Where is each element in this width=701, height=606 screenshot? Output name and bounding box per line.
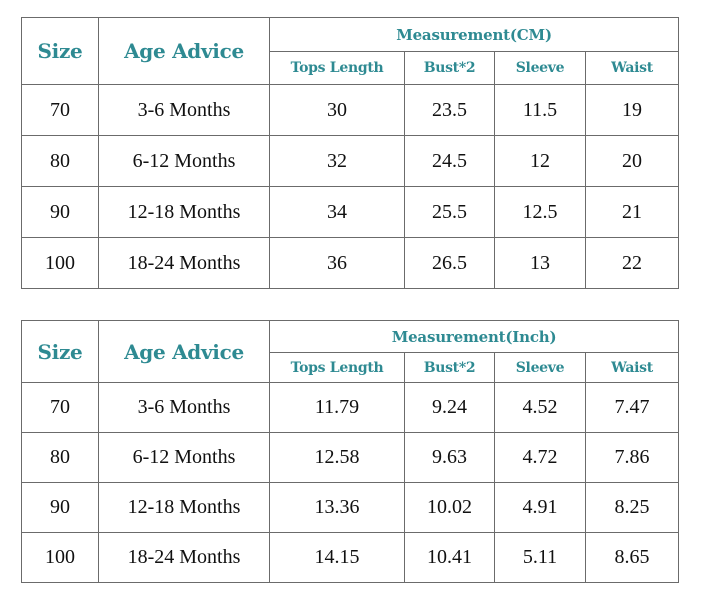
age-cell: 12-18 Months xyxy=(98,482,270,533)
age-cell: 3-6 Months xyxy=(98,84,270,136)
table-row: 90 12-18 Months 13.36 10.02 4.91 8.25 xyxy=(21,482,680,533)
age-cell: 6-12 Months xyxy=(98,432,270,483)
sleeve-cell: 12 xyxy=(494,135,586,187)
waist-cell: 7.86 xyxy=(584,432,680,483)
subheader-row: Tops Length Bust*2 Sleeve Waist xyxy=(22,352,680,383)
sleeve-cell: 4.91 xyxy=(494,482,586,533)
tops-length-cell: 11.79 xyxy=(269,382,405,433)
size-header: Size xyxy=(21,320,99,383)
age-cell: 6-12 Months xyxy=(98,135,270,187)
table-row: 80 6-12 Months 32 24.5 12 20 xyxy=(21,135,680,187)
size-cell: 100 xyxy=(21,237,99,289)
sleeve-cell: 4.72 xyxy=(494,432,586,483)
tops-length-cell: 14.15 xyxy=(269,532,405,583)
waist-cell: 19 xyxy=(584,84,680,136)
waist-cell: 20 xyxy=(584,135,680,187)
sleeve-cell: 12.5 xyxy=(494,186,586,238)
sleeve-cell: 4.52 xyxy=(494,382,586,433)
sleeve-cell: 13 xyxy=(494,237,586,289)
size-cell: 90 xyxy=(21,482,99,533)
waist-cell: 8.65 xyxy=(584,532,680,583)
size-chart-inch: Size Age Advice Measurement(Inch) Tops L… xyxy=(21,320,680,583)
age-cell: 3-6 Months xyxy=(98,382,270,433)
age-cell: 12-18 Months xyxy=(98,186,270,238)
bust-cell: 25.5 xyxy=(404,186,495,238)
table-row: 90 12-18 Months 34 25.5 12.5 21 xyxy=(21,186,680,238)
size-chart-cm: Size Age Advice Measurement(CM) Tops Len… xyxy=(21,17,680,289)
sleeve-cell: 5.11 xyxy=(494,532,586,583)
size-cell: 80 xyxy=(21,135,99,187)
waist-cell: 21 xyxy=(584,186,680,238)
tops-length-header: Tops Length xyxy=(269,51,405,85)
age-cell: 18-24 Months xyxy=(98,237,270,289)
tops-length-cell: 12.58 xyxy=(269,432,405,483)
waist-cell: 7.47 xyxy=(584,382,680,433)
bust-cell: 10.02 xyxy=(404,482,495,533)
table-row: 80 6-12 Months 12.58 9.63 4.72 7.86 xyxy=(21,432,680,483)
table-row: 70 3-6 Months 30 23.5 11.5 19 xyxy=(21,84,680,136)
header-row: Size Age Advice Measurement(Inch) xyxy=(21,320,680,383)
waist-header: Waist xyxy=(584,51,680,85)
waist-cell: 22 xyxy=(584,237,680,289)
sleeve-cell: 11.5 xyxy=(494,84,586,136)
bust-cell: 10.41 xyxy=(404,532,495,583)
tops-length-cell: 32 xyxy=(269,135,405,187)
measurement-group-header: Measurement(Inch) xyxy=(268,320,680,353)
table-row: 100 18-24 Months 14.15 10.41 5.11 8.65 xyxy=(21,532,680,583)
bust-cell: 9.24 xyxy=(404,382,495,433)
bust-cell: 9.63 xyxy=(404,432,495,483)
size-cell: 90 xyxy=(21,186,99,238)
sleeve-header: Sleeve xyxy=(494,51,586,85)
tops-length-cell: 13.36 xyxy=(269,482,405,533)
subheader-row: Tops Length Bust*2 Sleeve Waist xyxy=(22,51,680,85)
tops-length-cell: 34 xyxy=(269,186,405,238)
age-advice-header: Age Advice xyxy=(98,320,270,383)
tops-length-header: Tops Length xyxy=(269,352,405,383)
measurement-group-header: Measurement(CM) xyxy=(268,17,680,52)
size-cell: 80 xyxy=(21,432,99,483)
waist-header: Waist xyxy=(584,352,680,383)
tops-length-cell: 36 xyxy=(269,237,405,289)
bust-header: Bust*2 xyxy=(404,51,495,85)
header-row: Size Age Advice Measurement(CM) xyxy=(21,17,680,85)
bust-cell: 24.5 xyxy=(404,135,495,187)
waist-cell: 8.25 xyxy=(584,482,680,533)
bust-cell: 23.5 xyxy=(404,84,495,136)
table-row: 70 3-6 Months 11.79 9.24 4.52 7.47 xyxy=(21,382,680,433)
size-cell: 70 xyxy=(21,382,99,433)
tops-length-cell: 30 xyxy=(269,84,405,136)
bust-cell: 26.5 xyxy=(404,237,495,289)
size-cell: 70 xyxy=(21,84,99,136)
sleeve-header: Sleeve xyxy=(494,352,586,383)
size-header: Size xyxy=(21,17,99,85)
age-cell: 18-24 Months xyxy=(98,532,270,583)
size-cell: 100 xyxy=(21,532,99,583)
bust-header: Bust*2 xyxy=(404,352,495,383)
table-row: 100 18-24 Months 36 26.5 13 22 xyxy=(21,237,680,289)
age-advice-header: Age Advice xyxy=(98,17,270,85)
